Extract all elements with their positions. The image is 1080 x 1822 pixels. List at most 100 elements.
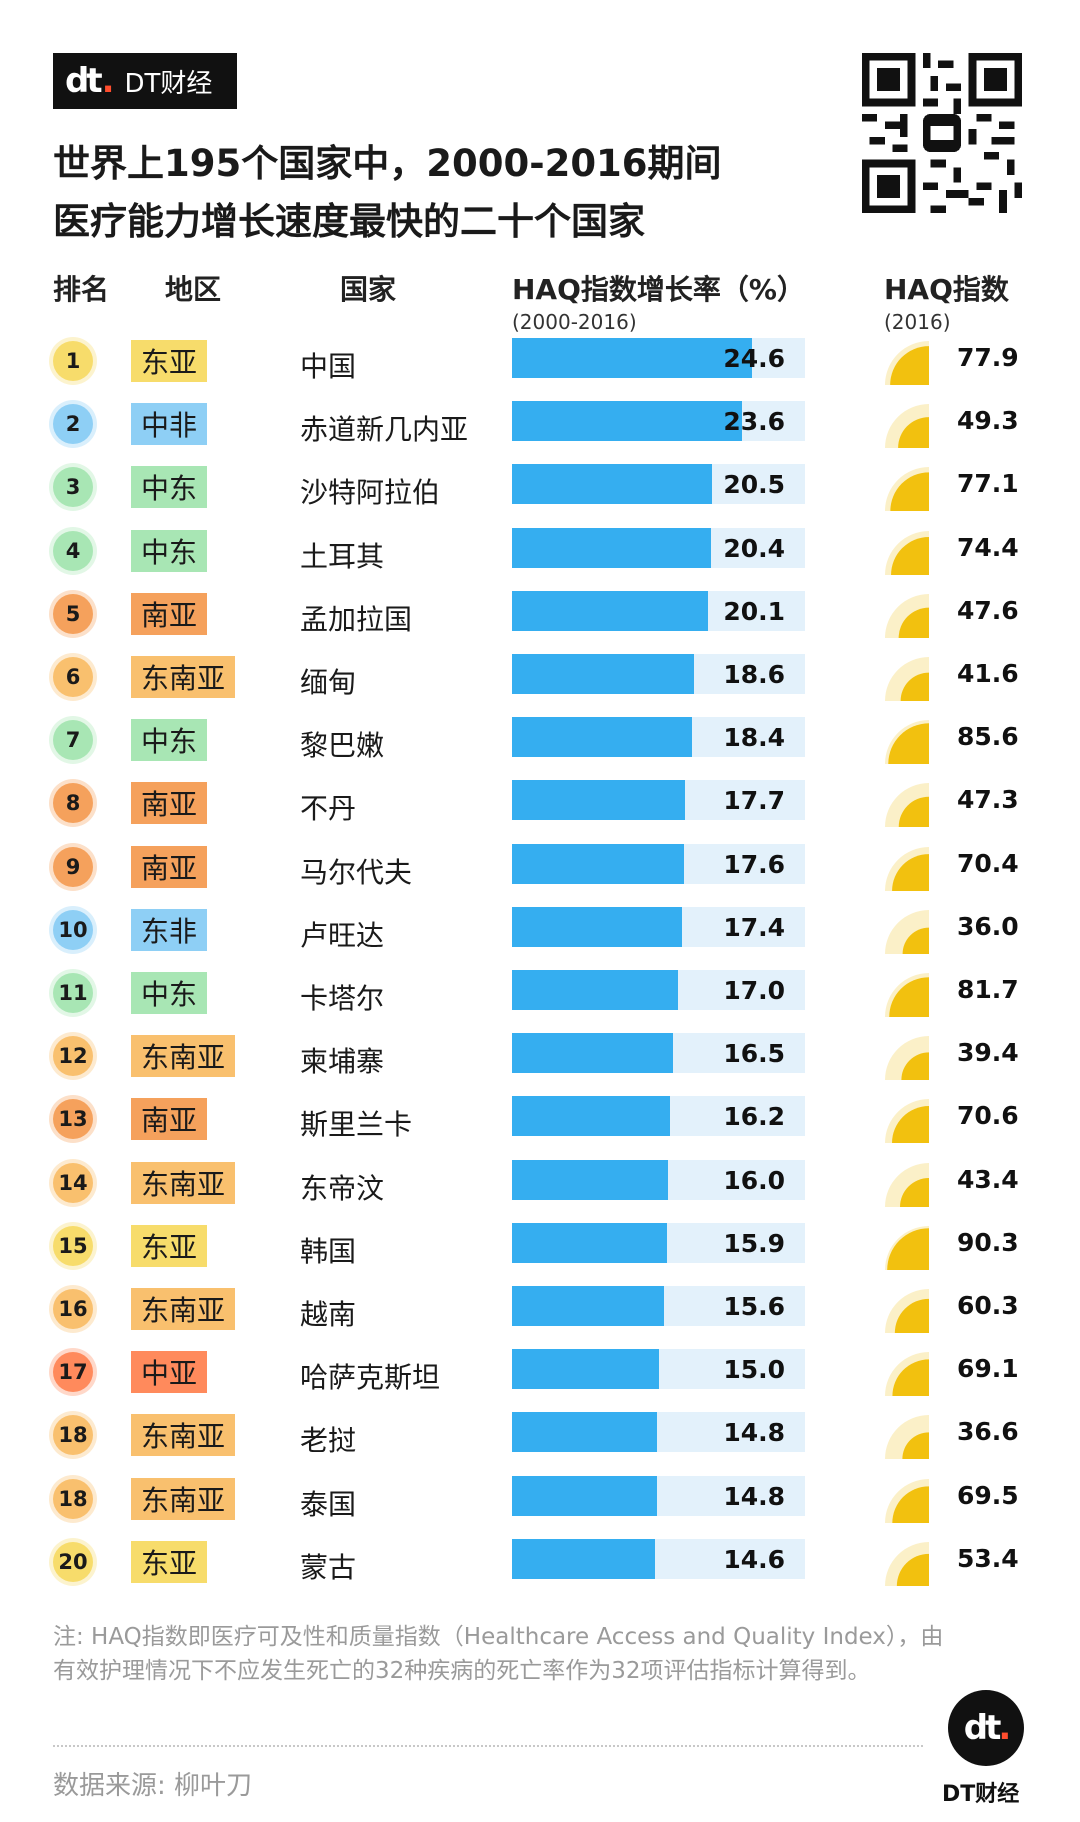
rank-badge: 14 [53,1162,93,1203]
growth-bar [512,1286,665,1326]
growth-bar [512,1349,659,1390]
haq-value-label: 36.6 [957,1417,1019,1447]
haq-gauge-fill [902,927,929,954]
header-rank: 排名 [53,273,110,306]
header-growth-sub: (2000-2016) [512,310,637,334]
growth-bar-track: 16.0 [512,1159,805,1200]
haq-gauge [885,1415,929,1460]
growth-bar-track: 16.5 [512,1033,805,1074]
rank-badge: 6 [53,657,93,697]
growth-bar-track: 23.6 [512,401,805,442]
region-tag: 南亚 [131,845,208,888]
growth-value-label: 15.9 [723,1228,785,1258]
growth-value-label: 20.4 [723,533,785,563]
haq-gauge-fill [888,723,929,765]
country-name: 缅甸 [300,666,357,699]
rank-badge: 9 [53,846,93,887]
growth-bar-track: 15.6 [512,1286,805,1326]
rank-badge: 7 [53,720,93,761]
country-name: 东帝汶 [300,1171,385,1205]
table-row: 5 南亚 孟加拉国 20.1 47.6 [0,588,1080,644]
growth-bar-track: 14.8 [512,1475,805,1516]
growth-bar-track: 17.0 [512,970,805,1010]
country-name: 赤道新几内亚 [300,413,469,447]
haq-gauge [885,1162,929,1207]
haq-value-label: 49.3 [957,406,1019,436]
haq-gauge-fill [891,536,929,575]
rank-badge: 11 [53,973,93,1013]
growth-value-label: 18.6 [723,660,785,689]
page-title: 世界上195个国家中，2000-2016期间 医疗能力增长速度最快的二十个国家 [53,135,773,251]
header-region: 地区 [165,273,222,306]
region-tag: 东亚 [131,340,208,382]
country-name: 蒙古 [300,1550,357,1584]
table-row: 3 中东 沙特阿拉伯 20.5 77.1 [0,461,1080,517]
growth-value-label: 16.5 [723,1039,785,1069]
haq-gauge-fill [892,1359,929,1397]
haq-value-label: 53.4 [957,1543,1019,1573]
growth-value-label: 23.6 [723,407,785,437]
growth-value-label: 15.6 [723,1292,785,1321]
rank-badge: 10 [53,909,93,950]
growth-bar [512,780,685,821]
growth-bar-track: 17.4 [512,906,805,947]
region-tag: 南亚 [131,782,208,825]
growth-value-label: 16.0 [723,1165,785,1195]
growth-bar [512,1222,668,1263]
data-source: 数据来源: 柳叶刀 [53,1771,253,1801]
haq-gauge [885,1099,929,1144]
country-name: 土耳其 [300,539,385,573]
rank-badge: 15 [53,1225,93,1266]
country-name: 泰国 [300,1487,357,1521]
growth-bar-track: 18.6 [512,654,805,694]
table-row: 18 东南亚 老挝 14.8 36.6 [0,1409,1080,1465]
growth-bar-track: 15.0 [512,1349,805,1390]
region-tag: 南亚 [131,592,208,635]
growth-bar-track: 18.4 [512,717,805,758]
brand-dot: . [101,61,115,101]
footer-logo: dt. [948,1690,1024,1766]
growth-bar [512,843,684,884]
haq-gauge [885,846,929,891]
growth-value-label: 20.5 [723,470,785,500]
haq-gauge [885,909,929,954]
growth-bar [512,654,694,694]
header-haq: HAQ指数 (2016) [884,268,1009,334]
region-tag: 东南亚 [131,656,236,698]
country-name: 哈萨克斯坦 [300,1361,441,1395]
region-tag: 中东 [131,719,208,762]
rank-badge: 12 [53,1036,93,1077]
growth-bar-track: 17.7 [512,780,805,821]
haq-value-label: 70.6 [957,1101,1019,1131]
growth-bar [512,970,679,1010]
haq-gauge [885,467,929,512]
growth-bar-track: 20.5 [512,464,805,505]
footer-brand-name: DT财经 [942,1782,1020,1807]
growth-value-label: 14.8 [723,1418,785,1448]
growth-bar [512,338,753,378]
country-name: 越南 [300,1298,357,1331]
growth-value-label: 18.4 [723,723,785,753]
growth-bar-track: 16.2 [512,1096,805,1137]
rank-badge: 3 [53,467,93,508]
haq-gauge-fill [901,1052,929,1081]
table-row: 6 东南亚 缅甸 18.6 41.6 [0,651,1080,707]
haq-value-label: 77.1 [957,469,1019,499]
rank-badge: 18 [53,1478,93,1519]
haq-gauge [885,720,929,765]
rank-badge: 5 [53,593,93,634]
haq-gauge [885,657,929,701]
haq-gauge-fill [894,1298,929,1333]
header-country: 国家 [340,273,397,306]
country-name: 韩国 [300,1234,357,1268]
rank-badge: 1 [53,341,93,381]
table-row: 9 南亚 马尔代夫 17.6 70.4 [0,841,1080,897]
region-tag: 东南亚 [131,1414,236,1457]
growth-bar [512,1412,657,1453]
table-row: 15 东亚 韩国 15.9 90.3 [0,1220,1080,1276]
region-tag: 东南亚 [131,1035,236,1078]
haq-gauge-fill [896,1553,929,1586]
country-name: 孟加拉国 [300,602,413,636]
country-name: 斯里兰卡 [300,1108,413,1142]
haq-gauge [885,530,929,575]
